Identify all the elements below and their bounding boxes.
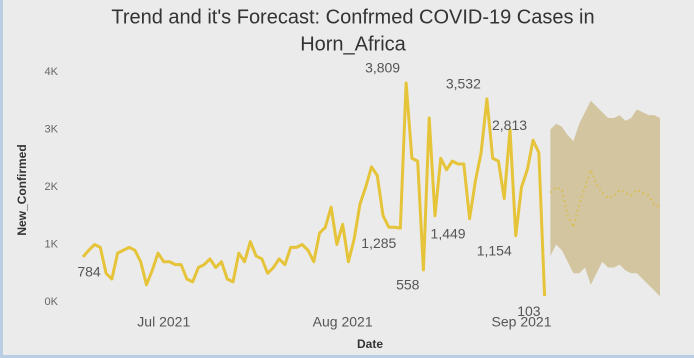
data-label: 1,449 [431,225,466,241]
data-label: 2,813 [492,117,527,133]
y-tick-label: 4K [45,66,59,78]
chart: Trend and it's Forecast: Confrmed COVID-… [15,6,661,351]
data-label: 1,285 [361,235,396,251]
chart-title: Horn_Africa [300,33,406,55]
forecast-band [550,100,660,297]
x-tick-label: Jul 2021 [137,314,190,330]
y-axis-label: New_Confirmed [15,144,29,235]
data-label: 103 [517,303,541,319]
data-label: 3,532 [446,76,481,92]
y-tick-label: 2K [45,181,59,193]
data-label: 784 [77,264,101,280]
x-tick-label: Aug 2021 [313,314,373,330]
x-axis-label: Date [357,337,383,351]
chart-title: Trend and it's Forecast: Confrmed COVID-… [111,6,594,28]
y-tick-label: 3K [45,123,59,135]
y-tick-label: 0K [45,296,59,308]
data-label: 558 [396,277,420,293]
data-label: 1,154 [477,242,512,258]
y-tick-label: 1K [45,238,59,250]
data-label: 3,809 [365,60,400,76]
x-tick-label: Sep 2021 [492,314,552,330]
data-line [81,81,547,297]
